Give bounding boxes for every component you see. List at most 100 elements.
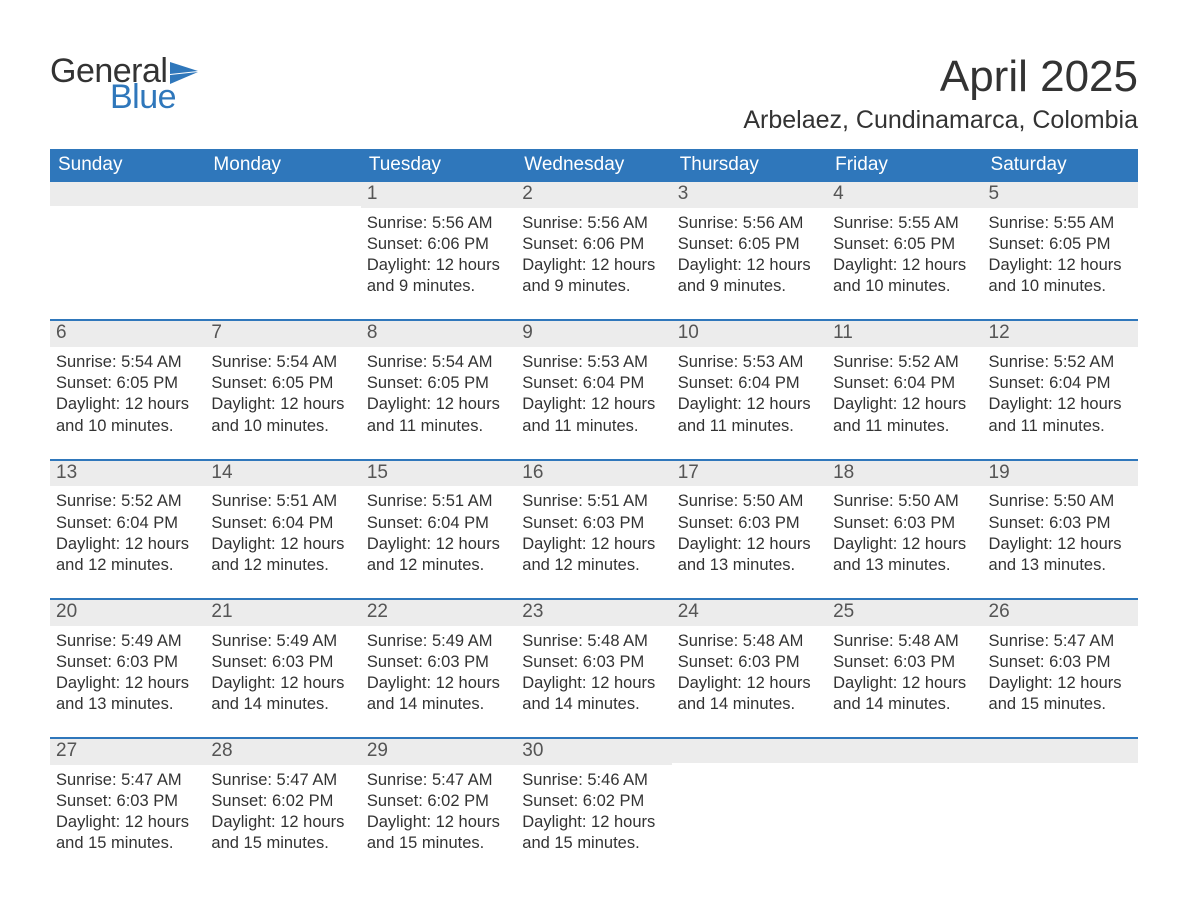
day-number: 7: [205, 321, 360, 347]
day-body: Sunrise: 5:47 AMSunset: 6:02 PMDaylight:…: [205, 765, 360, 854]
day-of-week-header: Sunday Monday Tuesday Wednesday Thursday…: [50, 149, 1138, 182]
day-cell: 30Sunrise: 5:46 AMSunset: 6:02 PMDayligh…: [516, 739, 671, 858]
day-body: Sunrise: 5:54 AMSunset: 6:05 PMDaylight:…: [205, 347, 360, 436]
daylight-text: Daylight: 12 hours and 10 minutes.: [989, 255, 1132, 297]
sunset-text: Sunset: 6:04 PM: [833, 373, 976, 394]
daylight-text: Daylight: 12 hours and 11 minutes.: [989, 394, 1132, 436]
sunrise-text: Sunrise: 5:50 AM: [678, 491, 821, 512]
sunrise-text: Sunrise: 5:51 AM: [367, 491, 510, 512]
day-body: Sunrise: 5:50 AMSunset: 6:03 PMDaylight:…: [672, 486, 827, 575]
day-number: 6: [50, 321, 205, 347]
day-number: 28: [205, 739, 360, 765]
sunrise-text: Sunrise: 5:49 AM: [367, 631, 510, 652]
dow-friday: Friday: [827, 149, 982, 182]
daylight-text: Daylight: 12 hours and 9 minutes.: [522, 255, 665, 297]
daylight-text: Daylight: 12 hours and 12 minutes.: [367, 534, 510, 576]
day-number: 21: [205, 600, 360, 626]
sunrise-text: Sunrise: 5:55 AM: [833, 213, 976, 234]
day-number: 13: [50, 461, 205, 487]
dow-sunday: Sunday: [50, 149, 205, 182]
day-body: Sunrise: 5:47 AMSunset: 6:02 PMDaylight:…: [361, 765, 516, 854]
day-body: Sunrise: 5:54 AMSunset: 6:05 PMDaylight:…: [361, 347, 516, 436]
sunset-text: Sunset: 6:05 PM: [833, 234, 976, 255]
day-body: Sunrise: 5:50 AMSunset: 6:03 PMDaylight:…: [983, 486, 1138, 575]
week-row: 13Sunrise: 5:52 AMSunset: 6:04 PMDayligh…: [50, 459, 1138, 580]
sunset-text: Sunset: 6:04 PM: [367, 513, 510, 534]
day-body: Sunrise: 5:48 AMSunset: 6:03 PMDaylight:…: [827, 626, 982, 715]
day-body: Sunrise: 5:56 AMSunset: 6:06 PMDaylight:…: [361, 208, 516, 297]
sunset-text: Sunset: 6:03 PM: [833, 652, 976, 673]
daylight-text: Daylight: 12 hours and 15 minutes.: [211, 812, 354, 854]
sunset-text: Sunset: 6:02 PM: [367, 791, 510, 812]
sunrise-text: Sunrise: 5:51 AM: [211, 491, 354, 512]
day-number: 9: [516, 321, 671, 347]
daylight-text: Daylight: 12 hours and 9 minutes.: [367, 255, 510, 297]
day-number: [672, 739, 827, 763]
day-number: 29: [361, 739, 516, 765]
sunrise-text: Sunrise: 5:47 AM: [56, 770, 199, 791]
day-number: 24: [672, 600, 827, 626]
day-number: 4: [827, 182, 982, 208]
sunrise-text: Sunrise: 5:56 AM: [522, 213, 665, 234]
sunset-text: Sunset: 6:03 PM: [522, 513, 665, 534]
week-row: 6Sunrise: 5:54 AMSunset: 6:05 PMDaylight…: [50, 319, 1138, 440]
day-cell: 24Sunrise: 5:48 AMSunset: 6:03 PMDayligh…: [672, 600, 827, 719]
day-cell: 19Sunrise: 5:50 AMSunset: 6:03 PMDayligh…: [983, 461, 1138, 580]
day-cell: 18Sunrise: 5:50 AMSunset: 6:03 PMDayligh…: [827, 461, 982, 580]
daylight-text: Daylight: 12 hours and 11 minutes.: [367, 394, 510, 436]
dow-saturday: Saturday: [983, 149, 1138, 182]
day-cell: 8Sunrise: 5:54 AMSunset: 6:05 PMDaylight…: [361, 321, 516, 440]
sunrise-text: Sunrise: 5:52 AM: [56, 491, 199, 512]
day-number: 20: [50, 600, 205, 626]
day-cell: [50, 182, 205, 301]
day-number: [983, 739, 1138, 763]
day-cell: 17Sunrise: 5:50 AMSunset: 6:03 PMDayligh…: [672, 461, 827, 580]
day-number: [50, 182, 205, 206]
sunrise-text: Sunrise: 5:54 AM: [367, 352, 510, 373]
location: Arbelaez, Cundinamarca, Colombia: [743, 106, 1138, 135]
daylight-text: Daylight: 12 hours and 11 minutes.: [833, 394, 976, 436]
day-cell: 3Sunrise: 5:56 AMSunset: 6:05 PMDaylight…: [672, 182, 827, 301]
day-number: 26: [983, 600, 1138, 626]
day-cell: 14Sunrise: 5:51 AMSunset: 6:04 PMDayligh…: [205, 461, 360, 580]
day-body: Sunrise: 5:55 AMSunset: 6:05 PMDaylight:…: [827, 208, 982, 297]
day-body: Sunrise: 5:52 AMSunset: 6:04 PMDaylight:…: [827, 347, 982, 436]
sunrise-text: Sunrise: 5:50 AM: [833, 491, 976, 512]
day-body: Sunrise: 5:47 AMSunset: 6:03 PMDaylight:…: [983, 626, 1138, 715]
daylight-text: Daylight: 12 hours and 14 minutes.: [522, 673, 665, 715]
sunrise-text: Sunrise: 5:47 AM: [367, 770, 510, 791]
day-number: 10: [672, 321, 827, 347]
day-body: Sunrise: 5:46 AMSunset: 6:02 PMDaylight:…: [516, 765, 671, 854]
daylight-text: Daylight: 12 hours and 14 minutes.: [833, 673, 976, 715]
sunset-text: Sunset: 6:03 PM: [367, 652, 510, 673]
sunset-text: Sunset: 6:05 PM: [211, 373, 354, 394]
day-number: [205, 182, 360, 206]
daylight-text: Daylight: 12 hours and 15 minutes.: [522, 812, 665, 854]
sunset-text: Sunset: 6:03 PM: [833, 513, 976, 534]
day-cell: 27Sunrise: 5:47 AMSunset: 6:03 PMDayligh…: [50, 739, 205, 858]
sunset-text: Sunset: 6:04 PM: [522, 373, 665, 394]
day-body: Sunrise: 5:56 AMSunset: 6:05 PMDaylight:…: [672, 208, 827, 297]
day-number: 11: [827, 321, 982, 347]
day-cell: [205, 182, 360, 301]
day-cell: [983, 739, 1138, 858]
day-body: Sunrise: 5:49 AMSunset: 6:03 PMDaylight:…: [361, 626, 516, 715]
sunset-text: Sunset: 6:04 PM: [56, 513, 199, 534]
day-cell: 16Sunrise: 5:51 AMSunset: 6:03 PMDayligh…: [516, 461, 671, 580]
sunset-text: Sunset: 6:03 PM: [989, 652, 1132, 673]
daylight-text: Daylight: 12 hours and 13 minutes.: [56, 673, 199, 715]
sunset-text: Sunset: 6:06 PM: [367, 234, 510, 255]
sunrise-text: Sunrise: 5:47 AM: [989, 631, 1132, 652]
day-cell: 12Sunrise: 5:52 AMSunset: 6:04 PMDayligh…: [983, 321, 1138, 440]
day-number: 22: [361, 600, 516, 626]
day-cell: 2Sunrise: 5:56 AMSunset: 6:06 PMDaylight…: [516, 182, 671, 301]
sunrise-text: Sunrise: 5:52 AM: [833, 352, 976, 373]
day-cell: 9Sunrise: 5:53 AMSunset: 6:04 PMDaylight…: [516, 321, 671, 440]
day-number: 2: [516, 182, 671, 208]
week-row: 1Sunrise: 5:56 AMSunset: 6:06 PMDaylight…: [50, 182, 1138, 301]
header: General Blue April 2025 Arbelaez, Cundin…: [50, 54, 1138, 135]
sunrise-text: Sunrise: 5:54 AM: [211, 352, 354, 373]
day-body: Sunrise: 5:55 AMSunset: 6:05 PMDaylight:…: [983, 208, 1138, 297]
day-number: 19: [983, 461, 1138, 487]
sunset-text: Sunset: 6:02 PM: [522, 791, 665, 812]
